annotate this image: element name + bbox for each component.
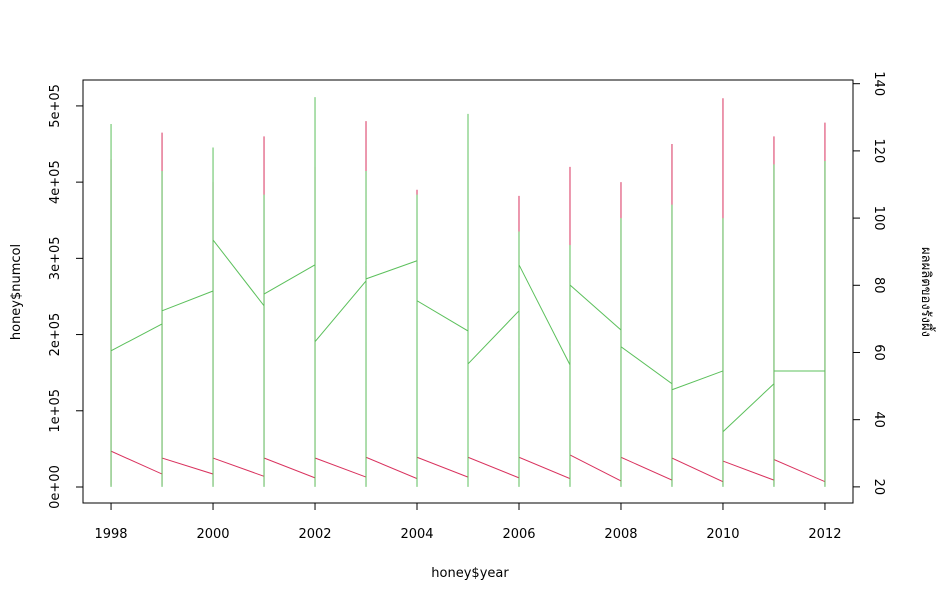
- x-axis-label: honey$year: [431, 566, 509, 581]
- y2-tick-label: 140: [871, 71, 886, 96]
- series-line: [110, 97, 826, 487]
- x-tick-label: 2000: [196, 527, 229, 542]
- x-tick-label: 2010: [706, 527, 739, 542]
- y-tick-label: 4e+05: [48, 160, 63, 204]
- y-tick-label: 2e+05: [48, 313, 63, 357]
- x-tick-label: 2004: [400, 527, 433, 542]
- x-tick-label: 2002: [298, 527, 331, 542]
- y2-tick-label: 120: [871, 138, 886, 163]
- plot-box: [82, 79, 854, 504]
- y2-tick-label: 60: [871, 344, 886, 361]
- y-tick-label: 3e+05: [48, 236, 63, 280]
- y2-tick-label: 80: [871, 277, 886, 294]
- y2-axis-label: ผลผลิตของรังผึ้ง: [918, 247, 936, 337]
- y2-tick-label: 40: [871, 411, 886, 428]
- y-tick-label: 0e+00: [48, 465, 63, 509]
- y2-tick-label: 100: [871, 206, 886, 231]
- x-tick-label: 2012: [808, 527, 841, 542]
- y2-tick-label: 20: [871, 479, 886, 496]
- y-tick-label: 5e+05: [48, 84, 63, 128]
- x-tick-label: 2008: [604, 527, 637, 542]
- x-tick-label: 2006: [502, 527, 535, 542]
- y-axis-label: honey$numcol: [9, 244, 24, 340]
- x-tick-label: 1998: [94, 527, 127, 542]
- y-tick-label: 1e+05: [48, 389, 63, 433]
